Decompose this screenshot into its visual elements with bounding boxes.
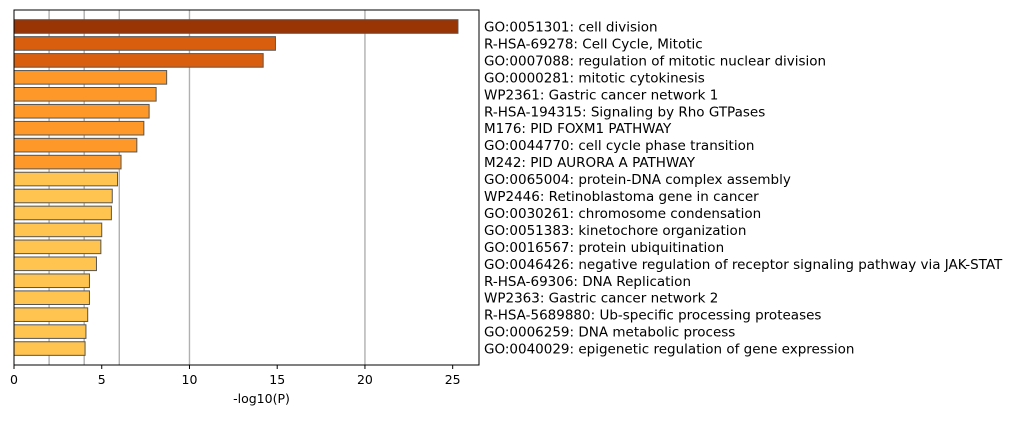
category-label-1: R-HSA-69278: Cell Cycle, Mitotic: [484, 36, 703, 52]
category-label-11: GO:0030261: chromosome condensation: [484, 206, 761, 222]
x-tick-label-0: 0: [10, 372, 18, 387]
bar-19: [13, 341, 86, 356]
bars: [13, 19, 459, 356]
bar-6: [13, 120, 145, 136]
category-label-5: R-HSA-194315: Signaling by Rho GTPases: [484, 104, 765, 120]
category-label-0: GO:0051301: cell division: [484, 20, 658, 36]
bar-15: [13, 273, 90, 289]
gridlines: [48, 10, 366, 365]
category-label-4: WP2361: Gastric cancer network 1: [484, 87, 718, 103]
bar-8: [13, 154, 122, 170]
category-label-2: GO:0007088: regulation of mitotic nuclea…: [484, 53, 826, 69]
category-label-12: GO:0051383: kinetochore organization: [484, 223, 746, 239]
bar-4: [13, 87, 157, 102]
bar-11: [13, 205, 112, 221]
category-label-8: M242: PID AURORA A PATHWAY: [484, 155, 696, 171]
category-label-7: GO:0044770: cell cycle phase transition: [484, 138, 754, 154]
category-label-9: GO:0065004: protein-DNA complex assembly: [484, 172, 791, 188]
bar-16: [13, 290, 90, 305]
x-tick-label-15: 15: [269, 372, 285, 387]
bar-14: [13, 256, 97, 272]
bar-13: [13, 239, 102, 255]
category-label-18: GO:0006259: DNA metabolic process: [484, 325, 735, 341]
category-label-10: WP2446: Retinoblastoma gene in cancer: [484, 189, 759, 205]
bar-1: [13, 36, 276, 51]
x-axis-ticks: 0 5 10 15 20 25: [10, 365, 461, 387]
x-tick-label-20: 20: [357, 372, 373, 387]
category-label-15: R-HSA-69306: DNA Replication: [484, 274, 691, 290]
category-label-17: R-HSA-5689880: Ub-specific processing pr…: [484, 308, 821, 324]
bar-7: [13, 137, 138, 153]
bar-10: [13, 188, 113, 204]
bar-18: [13, 324, 87, 339]
category-label-6: M176: PID FOXM1 PATHWAY: [484, 121, 672, 137]
x-tick-label-10: 10: [182, 372, 198, 387]
x-axis-title: -log10(P): [233, 391, 290, 406]
category-label-19: GO:0040029: epigenetic regulation of gen…: [484, 342, 855, 358]
category-label-16: WP2363: Gastric cancer network 2: [484, 291, 718, 307]
bar-17: [13, 307, 89, 322]
category-label-13: GO:0016567: protein ubiquitination: [484, 240, 724, 256]
plot-frame: [13, 9, 480, 366]
bar-12: [13, 222, 103, 238]
x-tick-label-5: 5: [98, 372, 106, 387]
bar-9: [13, 171, 119, 187]
bar-5: [13, 103, 150, 119]
category-label-3: GO:0000281: mitotic cytokinesis: [484, 70, 705, 86]
category-label-14: GO:0046426: negative regulation of recep…: [484, 257, 1003, 273]
bar-0: [13, 19, 459, 34]
bar-3: [13, 70, 168, 85]
x-tick-label-25: 25: [445, 372, 461, 387]
bar-2: [13, 53, 264, 68]
